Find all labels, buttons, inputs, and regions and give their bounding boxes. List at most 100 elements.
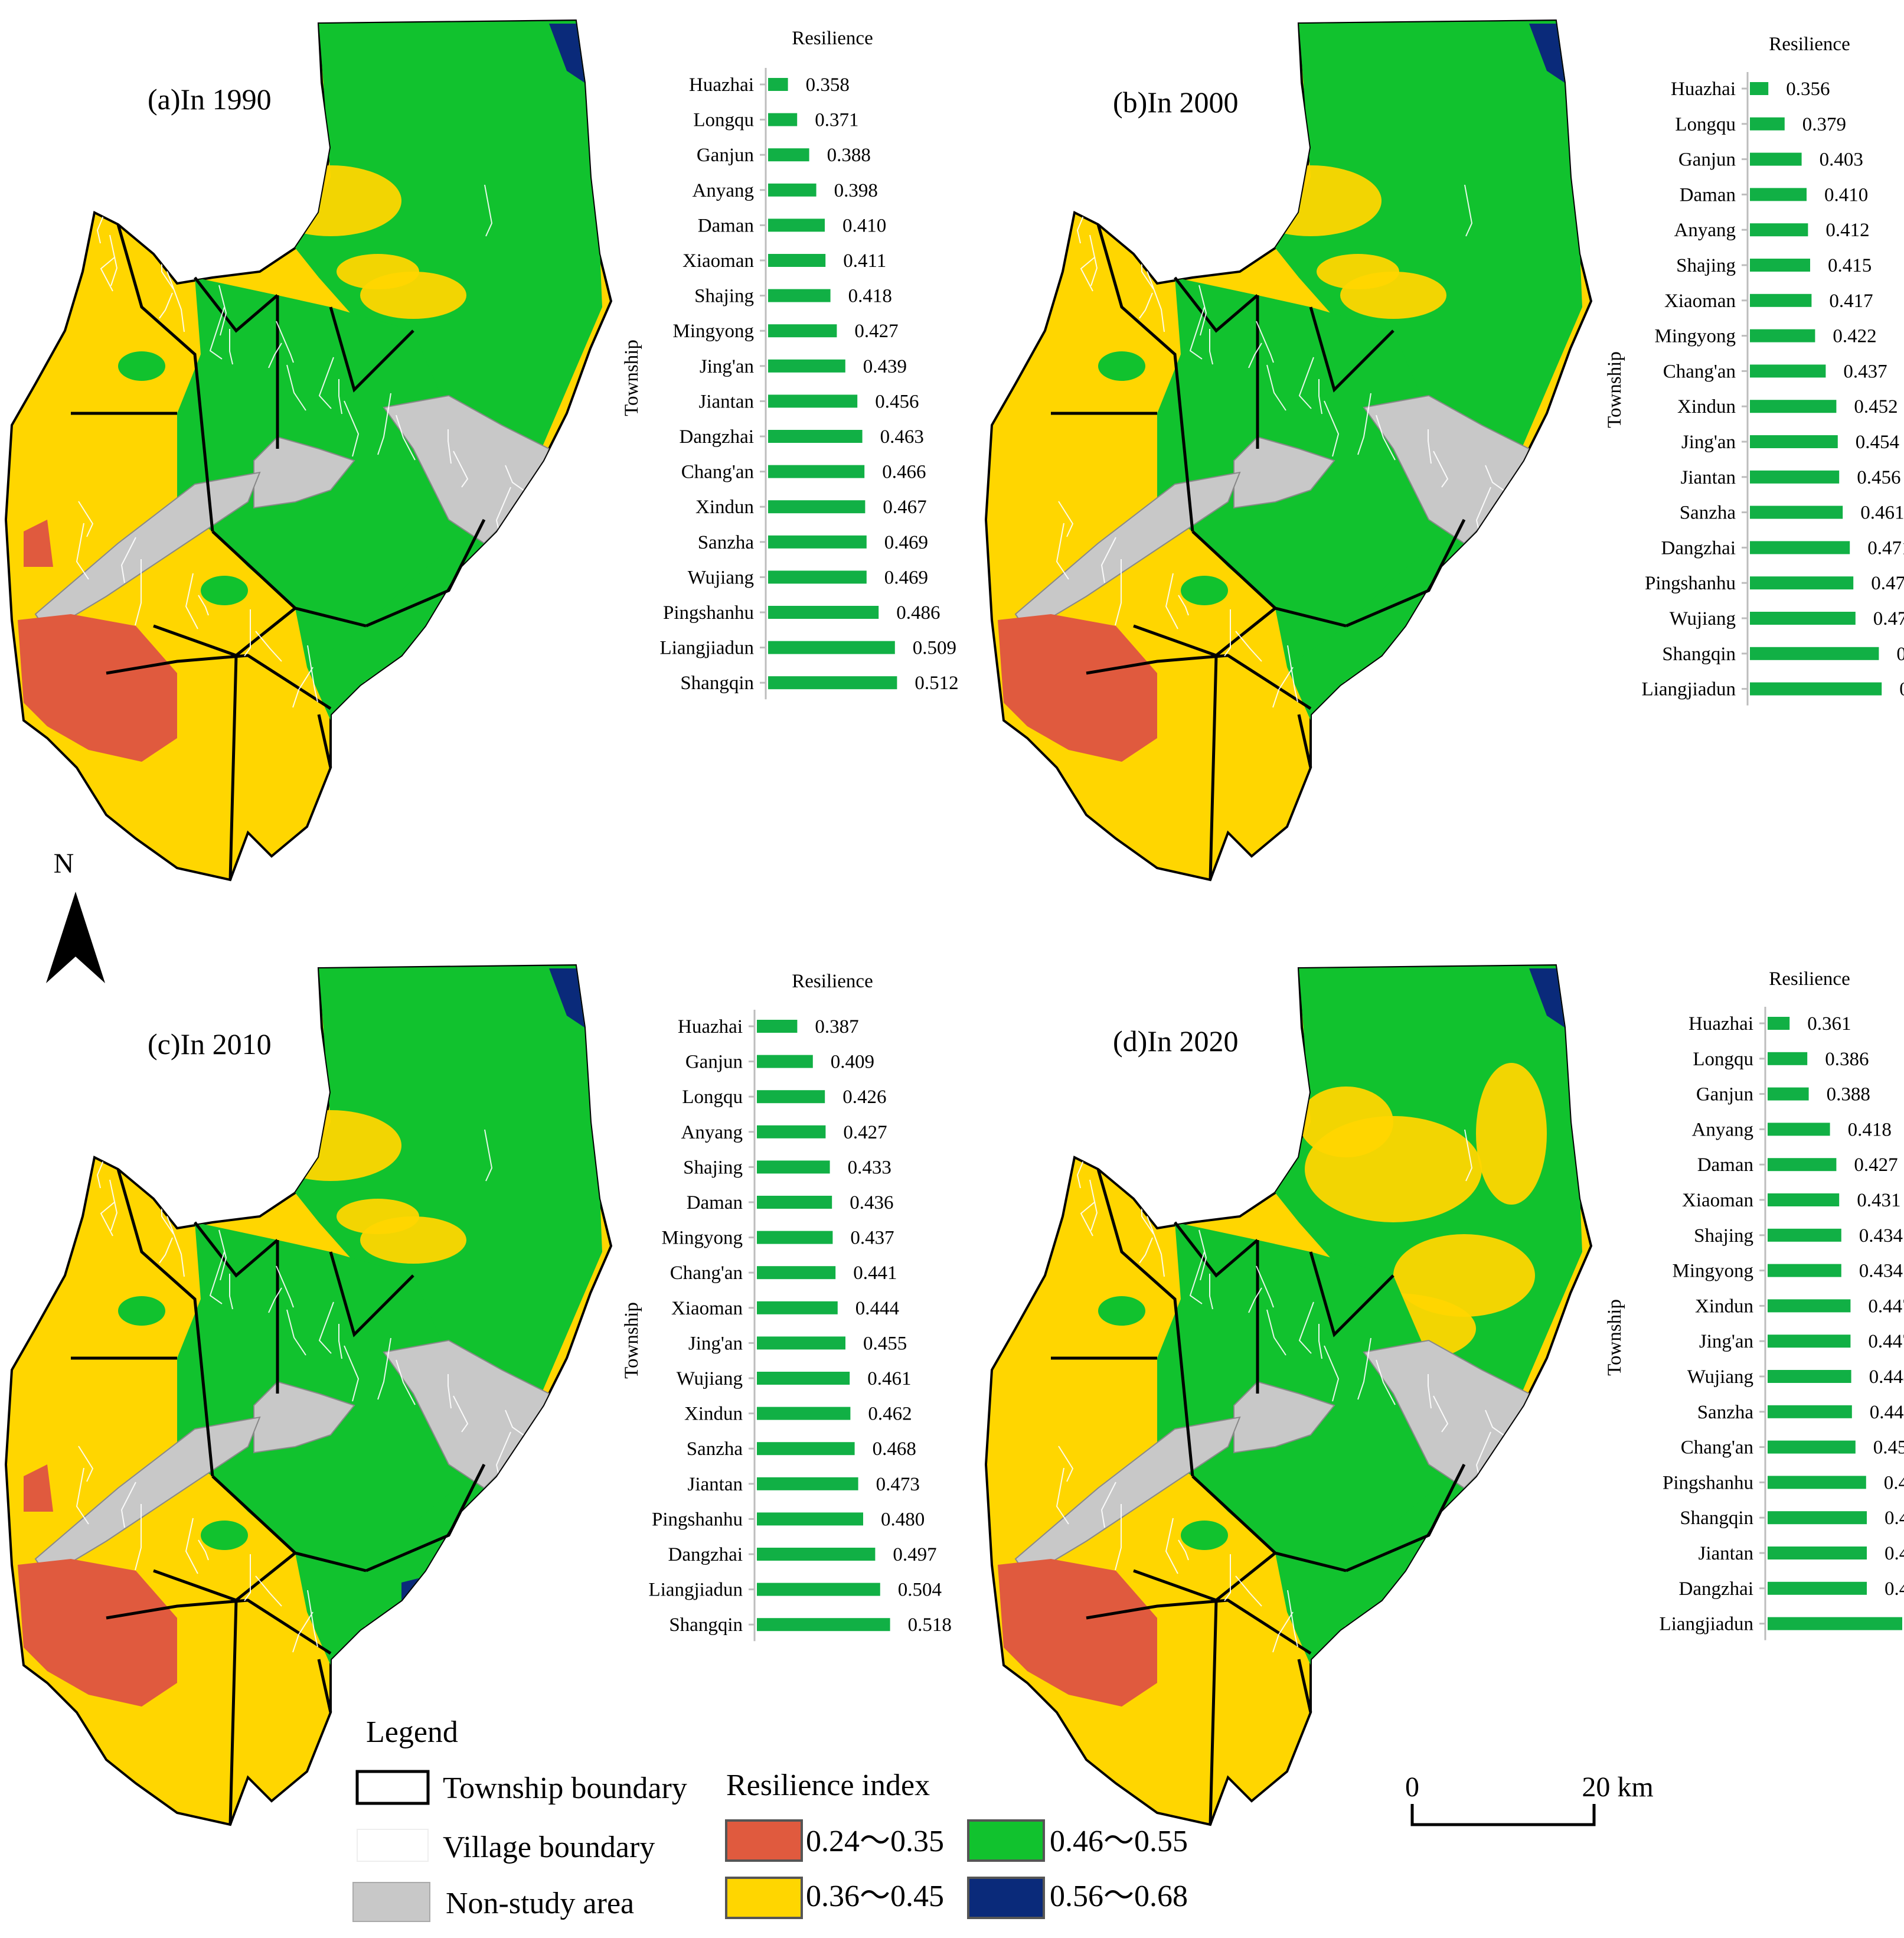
bar <box>768 183 817 197</box>
bar <box>1768 1335 1851 1348</box>
class-swatch-4 <box>967 1877 1045 1919</box>
bar-value-label: 0.456 <box>875 391 919 412</box>
bar-value-label: 0.371 <box>815 110 858 131</box>
bar-category-label: Sanzha <box>698 532 755 553</box>
bar-value-label: 0.358 <box>806 74 850 96</box>
bar-category-label: Anyang <box>693 180 754 201</box>
bar-value-label: 0.470 <box>1885 1543 1904 1564</box>
bar-value-label: 0.470 <box>1885 1578 1904 1600</box>
bar-value-label: 0.417 <box>1829 291 1873 312</box>
bar-category-label: Pingshanhu <box>652 1509 743 1530</box>
bar-value-label: 0.518 <box>908 1614 952 1636</box>
bar-value-label: 0.454 <box>1856 432 1899 453</box>
bar-value-label: 0.469 <box>1884 1472 1904 1493</box>
bar-value-label: 0.447 <box>1868 1296 1904 1317</box>
bar-category-label: Pingshanhu <box>1663 1472 1753 1493</box>
bar-value-label: 0.454 <box>1873 1437 1904 1459</box>
bar <box>757 1372 850 1385</box>
bar-value-label: 0.427 <box>1854 1154 1898 1176</box>
bar-category-label: Anyang <box>681 1122 743 1143</box>
bar-category-label: Jiantan <box>699 391 754 412</box>
bar-value-label: 0.379 <box>1802 114 1846 135</box>
panel-title-a: (a)In 1990 <box>148 83 272 116</box>
bar-category-label: Mingyong <box>1672 1261 1753 1282</box>
bar <box>1768 1299 1851 1313</box>
bar-category-label: Daman <box>1697 1154 1753 1176</box>
bar-value-label: 0.479 <box>1873 608 1904 629</box>
bar <box>1768 1511 1867 1525</box>
bar-category-label: Longqu <box>693 110 754 131</box>
bar-category-label: Xiaoman <box>1682 1190 1753 1211</box>
bar <box>768 570 867 584</box>
bar-value-label: 0.411 <box>843 250 886 272</box>
bar-chart-1990: Resilience Township Huazhai 0.358 Longqu 0.37… <box>621 28 959 700</box>
bar-value-label: 0.418 <box>848 286 892 307</box>
bar-value-label: 0.427 <box>854 321 898 342</box>
chart-y-axis-label: Township <box>1604 351 1625 428</box>
chart-title: Resilience <box>1769 34 1850 55</box>
village-boundary-label: Village boundary <box>443 1831 655 1864</box>
class-label-3: 0.46～0.55 <box>1050 1825 1188 1858</box>
bar-category-label: Shangqin <box>680 673 754 694</box>
bar <box>1750 329 1815 342</box>
bar <box>1768 1052 1808 1065</box>
bar-category-label: Ganjun <box>685 1052 743 1073</box>
bar <box>757 1020 798 1033</box>
bar <box>1768 1440 1856 1454</box>
bar-value-label: 0.467 <box>883 497 926 518</box>
bar-category-label: Shajing <box>1676 255 1736 276</box>
bar-category-label: Chang'an <box>670 1262 743 1284</box>
bar-category-label: Xiaoman <box>1664 291 1736 312</box>
bar-category-label: Longqu <box>682 1087 743 1108</box>
bar <box>1750 505 1843 519</box>
bar-category-label: Ganjun <box>1678 149 1736 171</box>
bar-category-label: Sanzha <box>687 1438 743 1460</box>
bar-category-label: Jiantan <box>688 1474 743 1495</box>
bar-value-label: 0.437 <box>1843 361 1887 382</box>
panel-title-b: (b)In 2000 <box>1113 86 1238 119</box>
bar <box>1768 1547 1867 1559</box>
bar <box>1750 435 1838 448</box>
class-label-4: 0.56～0.68 <box>1050 1880 1188 1913</box>
bar-category-label: Jing'an <box>700 356 754 377</box>
bar <box>768 113 798 126</box>
bar-value-label: 0.480 <box>881 1509 925 1530</box>
bar-value-label: 0.388 <box>827 145 871 166</box>
bar-category-label: Chang'an <box>1681 1437 1753 1459</box>
bar-value-label: 0.504 <box>898 1580 942 1601</box>
bar-value-label: 0.434 <box>1859 1225 1903 1247</box>
bar-chart-2010: Resilience Township Huazhai 0.387 Ganjun 0.40… <box>621 971 952 1642</box>
bar-value-label: 0.512 <box>1896 644 1904 665</box>
bar <box>1768 1617 1902 1630</box>
bar-value-label: 0.427 <box>843 1122 887 1143</box>
bar-value-label: 0.461 <box>867 1368 911 1389</box>
bar <box>1750 259 1810 272</box>
bar-value-label: 0.403 <box>1820 149 1863 171</box>
bar-category-label: Dangzhai <box>1679 1578 1753 1600</box>
bar <box>768 535 867 549</box>
bar <box>757 1125 826 1138</box>
bar-value-label: 0.433 <box>848 1157 891 1178</box>
bar-category-label: Jing'an <box>1699 1331 1753 1352</box>
bar-value-label: 0.471 <box>1867 537 1904 559</box>
township-boundary-label: Township boundary <box>443 1771 687 1805</box>
chart-title: Resilience <box>792 28 873 49</box>
bar-category-label: Huazhai <box>689 74 754 96</box>
chart-y-axis-label: Township <box>621 340 642 416</box>
bar-category-label: Sanzha <box>1697 1402 1754 1423</box>
bar <box>757 1336 845 1350</box>
scale-start-label: 0 <box>1405 1771 1419 1803</box>
bar <box>1750 82 1769 95</box>
bar-category-label: Liangjiadun <box>1642 679 1736 700</box>
bar-value-label: 0.410 <box>842 215 886 236</box>
bar-category-label: Huazhai <box>1689 1013 1753 1035</box>
map-panel-2010 <box>5 964 612 1826</box>
map-panel-2020 <box>985 964 1592 1826</box>
bar <box>1750 117 1785 130</box>
north-label: N <box>54 848 74 879</box>
bar-value-label: 0.439 <box>863 356 907 377</box>
map-panel-1990 <box>5 19 612 881</box>
bar-value-label: 0.448 <box>1869 1366 1904 1388</box>
chart-title: Resilience <box>792 971 873 992</box>
bar-category-label: Wujiang <box>677 1368 743 1389</box>
